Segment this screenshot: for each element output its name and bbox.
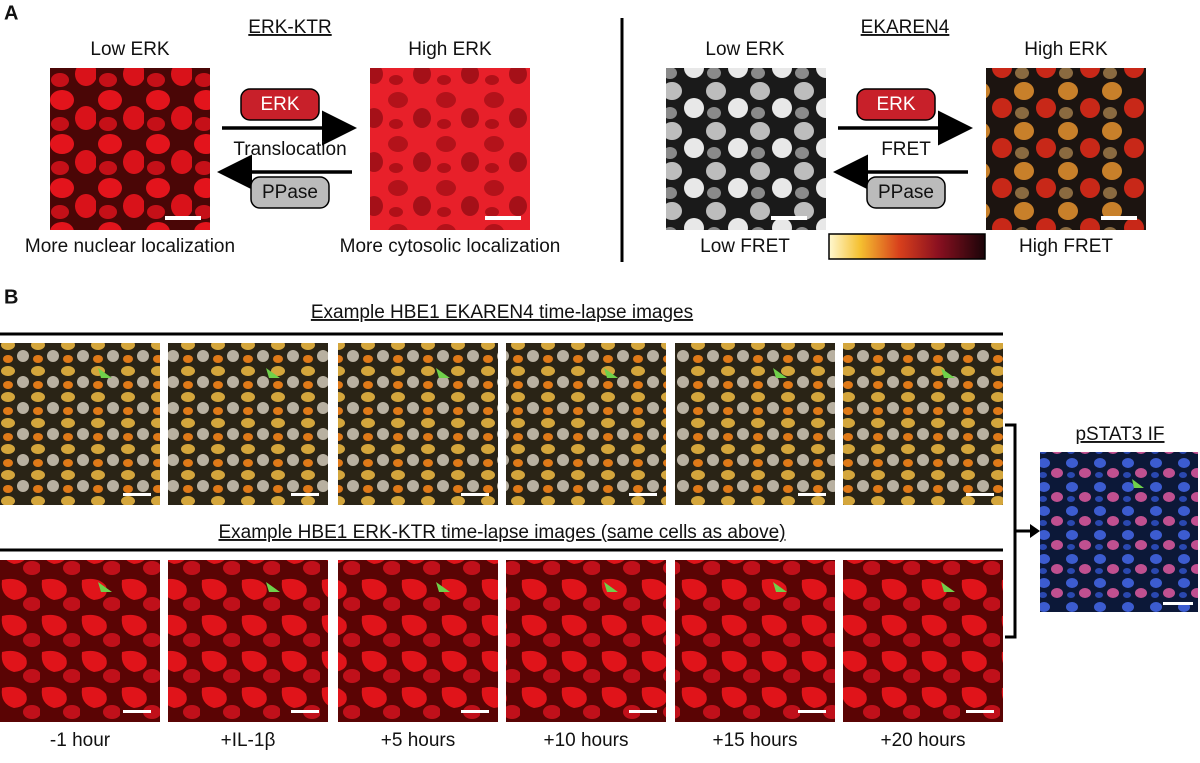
micrograph	[168, 560, 328, 722]
section-title: EKAREN4	[861, 17, 950, 38]
image-label: Low ERK	[90, 39, 170, 60]
scale-bar	[485, 216, 521, 220]
colorbar	[828, 233, 986, 260]
scale-bar	[123, 493, 151, 496]
pointer-arrow	[769, 582, 787, 592]
scale-bar	[461, 493, 489, 496]
kinase-box	[856, 88, 936, 121]
micrograph	[50, 68, 210, 230]
image-label: High ERK	[1024, 39, 1108, 60]
pointer-arrow	[1128, 479, 1144, 488]
scale-bar	[461, 710, 489, 713]
section-title: ERK-KTR	[248, 17, 331, 38]
panel-label: B	[4, 286, 18, 308]
pointer-arrow	[432, 368, 450, 378]
image-label: High ERK	[408, 39, 492, 60]
image-label: Low ERK	[705, 39, 785, 60]
scale-bar	[1163, 602, 1193, 605]
caption: More nuclear localization	[25, 236, 235, 257]
micrograph	[506, 343, 666, 505]
timepoint-label: -1 hour	[50, 730, 111, 751]
scale-bar	[291, 710, 319, 713]
panel-label: A	[4, 2, 18, 24]
scale-bar	[165, 216, 201, 220]
pointer-arrow	[262, 368, 280, 378]
phosphatase-label: PPase	[878, 182, 934, 203]
process-label: FRET	[881, 139, 931, 160]
if-title: pSTAT3 IF	[1075, 424, 1164, 445]
micrograph	[986, 68, 1146, 230]
pointer-arrow	[262, 582, 280, 592]
scale-bar	[291, 493, 319, 496]
micrograph	[0, 343, 160, 505]
phosphatase-box	[250, 176, 330, 209]
scale-bar	[771, 216, 807, 220]
micrograph	[370, 68, 530, 230]
micrograph	[843, 343, 1003, 505]
micrograph	[1040, 452, 1198, 612]
row-title: Example HBE1 ERK-KTR time-lapse images (…	[218, 522, 785, 543]
kinase-box	[240, 88, 320, 121]
process-label: Translocation	[233, 139, 346, 160]
arrowhead	[1030, 524, 1040, 538]
scale-bar	[1101, 216, 1137, 220]
timepoint-label: +IL-1β	[221, 730, 276, 751]
phosphatase-label: PPase	[262, 182, 318, 203]
scale-bar	[629, 493, 657, 496]
timepoint-label: +10 hours	[543, 730, 628, 751]
scale-bar	[123, 710, 151, 713]
scale-bar	[798, 493, 826, 496]
micrograph	[666, 68, 826, 230]
caption: More cytosolic localization	[340, 236, 561, 257]
micrograph	[675, 343, 835, 505]
caption: Low FRET	[700, 236, 790, 257]
pointer-arrow	[600, 368, 618, 378]
scale-bar	[798, 710, 826, 713]
micrograph	[675, 560, 835, 722]
row-title: Example HBE1 EKAREN4 time-lapse images	[311, 302, 693, 323]
pointer-arrow	[600, 582, 618, 592]
timepoint-label: +20 hours	[880, 730, 965, 751]
pointer-arrow	[94, 582, 112, 592]
timepoint-label: +15 hours	[712, 730, 797, 751]
caption: High FRET	[1019, 236, 1113, 257]
micrograph	[843, 560, 1003, 722]
micrograph	[506, 560, 666, 722]
scale-bar	[966, 710, 994, 713]
kinase-label: ERK	[260, 94, 299, 115]
micrograph	[0, 560, 160, 722]
pointer-arrow	[432, 582, 450, 592]
phosphatase-box	[866, 176, 946, 209]
pointer-arrow	[937, 368, 955, 378]
timepoint-label: +5 hours	[381, 730, 455, 751]
micrograph	[338, 343, 498, 505]
bracket	[1005, 423, 1033, 639]
micrograph	[168, 343, 328, 505]
scale-bar	[629, 710, 657, 713]
pointer-arrow	[937, 582, 955, 592]
pointer-arrow	[94, 368, 112, 378]
scale-bar	[966, 493, 994, 496]
kinase-label: ERK	[876, 94, 915, 115]
micrograph	[338, 560, 498, 722]
pointer-arrow	[769, 368, 787, 378]
